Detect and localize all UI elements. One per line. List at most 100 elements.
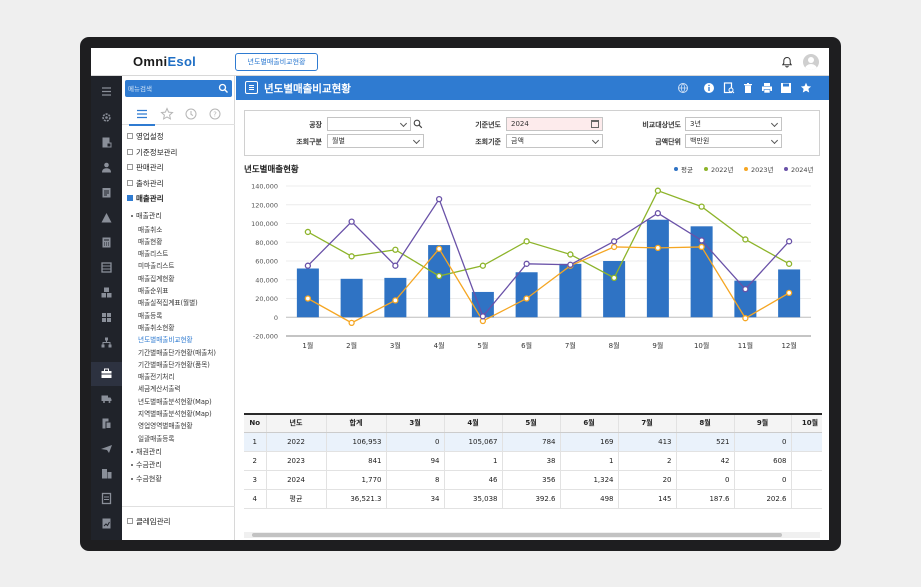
column-header[interactable]: No (244, 413, 267, 433)
bar[interactable] (515, 272, 538, 318)
menu-subitem[interactable]: 기간별매출단가현황(품목) (138, 360, 210, 369)
column-header[interactable]: 년도 (266, 413, 327, 433)
bar[interactable] (559, 263, 582, 318)
menu-subgroup[interactable]: 매출관리 (131, 211, 162, 221)
data-point[interactable] (654, 244, 662, 252)
data-point[interactable] (348, 253, 355, 260)
info-icon[interactable] (703, 82, 715, 94)
building-icon[interactable] (100, 211, 113, 224)
search-icon[interactable] (413, 119, 423, 129)
calculator-icon[interactable] (100, 236, 113, 249)
receipt-icon[interactable] (100, 417, 113, 430)
bar[interactable] (296, 268, 319, 318)
basis-select[interactable]: 금액 (506, 134, 603, 148)
data-point[interactable] (348, 218, 355, 225)
storage-icon[interactable] (100, 261, 113, 274)
legend-item[interactable]: 2022년 (704, 164, 734, 174)
data-point[interactable] (610, 274, 618, 282)
data-point[interactable] (785, 260, 793, 267)
menu-subitem[interactable]: 미마출리스트 (138, 262, 175, 271)
search-icon[interactable] (218, 83, 229, 94)
gear-icon[interactable] (100, 111, 113, 124)
column-header[interactable]: 3월 (386, 413, 445, 433)
menu-subitem[interactable]: 영업영역별매출현황 (138, 422, 193, 431)
calendar-icon[interactable] (591, 120, 599, 128)
data-point[interactable] (610, 238, 618, 245)
invoice-icon[interactable] (100, 492, 113, 505)
document-icon[interactable] (100, 136, 113, 149)
data-point[interactable] (435, 245, 443, 252)
menu-item[interactable]: 판매관리 (127, 162, 164, 173)
bar[interactable] (340, 278, 363, 318)
menu-item[interactable]: 영업설정 (127, 131, 164, 142)
table-row[interactable]: 3 2024 1,770 8 46 356 1,324 20 0 0 (244, 470, 822, 490)
data-point[interactable] (785, 238, 793, 245)
menu-subgroup[interactable]: 수금현황 (131, 474, 162, 484)
menu-item[interactable]: 기준정보관리 (127, 147, 177, 158)
data-point[interactable] (304, 262, 312, 269)
data-point[interactable] (742, 236, 749, 243)
column-header[interactable]: 4월 (444, 413, 503, 433)
data-point[interactable] (698, 243, 705, 251)
grid-icon[interactable] (100, 311, 113, 324)
data-point[interactable] (392, 262, 399, 269)
search-doc-icon[interactable] (723, 82, 735, 94)
menu-subitem[interactable]: 매출전기처리 (138, 373, 175, 382)
star-icon[interactable] (160, 107, 174, 121)
menu-item[interactable]: 출하관리 (127, 178, 164, 189)
menu-subitem[interactable]: 매출순위표 (138, 287, 169, 295)
column-header[interactable]: 10월 (791, 413, 822, 433)
menu-subitem[interactable]: 매출현황 (138, 237, 163, 246)
legend-item[interactable]: 2024년 (784, 164, 814, 174)
bar[interactable] (646, 219, 669, 318)
column-header[interactable]: 5월 (502, 413, 561, 433)
data-point[interactable] (698, 203, 705, 210)
column-header[interactable]: 합계 (326, 413, 387, 433)
menu-subitem[interactable]: 년도별매출분석현황(Map) (138, 397, 212, 406)
menu-subitem[interactable]: 매출리스트 (138, 250, 169, 259)
menu-subitem[interactable]: 매출실적집계표(월별) (138, 299, 198, 308)
data-point[interactable] (567, 261, 574, 268)
data-point[interactable] (567, 251, 574, 258)
data-point[interactable] (348, 319, 355, 327)
column-header[interactable]: 6월 (560, 413, 619, 433)
column-header[interactable]: 8월 (676, 413, 735, 433)
period-select[interactable]: 월별 (327, 134, 424, 148)
unit-select[interactable]: 백만원 (685, 134, 782, 148)
data-point[interactable] (610, 243, 618, 251)
tree-icon[interactable] (100, 336, 113, 349)
menu-item-claim[interactable]: 클레임관리 (127, 516, 171, 527)
menu-subitem[interactable]: 매출취소현황 (138, 323, 175, 332)
data-point[interactable] (523, 295, 530, 302)
data-point[interactable] (435, 272, 443, 280)
data-point[interactable] (654, 210, 662, 217)
scrollbar-thumb[interactable] (252, 533, 782, 537)
buildings-icon[interactable] (100, 467, 113, 480)
report-icon[interactable] (100, 517, 113, 530)
data-point[interactable] (392, 246, 399, 253)
menu-subitem[interactable]: 지역별매출분석현황(Map) (138, 410, 212, 418)
column-header[interactable]: 9월 (734, 413, 792, 433)
boxes-icon[interactable] (100, 286, 113, 299)
legend-item[interactable]: 2023년 (744, 164, 774, 174)
data-point[interactable] (785, 289, 793, 297)
plane-icon[interactable] (100, 442, 113, 455)
compare-year-select[interactable]: 3년 (685, 117, 782, 131)
data-point[interactable] (479, 262, 487, 269)
list-icon[interactable] (129, 107, 155, 126)
bar[interactable] (603, 261, 626, 318)
menu-subitem[interactable]: 매출취소 (138, 225, 163, 234)
star-icon[interactable] (800, 82, 812, 94)
data-point[interactable] (523, 238, 530, 245)
data-point[interactable] (742, 315, 749, 322)
open-tab-button[interactable]: 년도별매출비교현황 (235, 53, 318, 71)
bar[interactable] (428, 245, 451, 318)
data-point[interactable] (479, 313, 487, 320)
clipboard-icon[interactable] (100, 186, 113, 199)
data-point[interactable] (742, 285, 749, 293)
data-point[interactable] (392, 297, 399, 304)
table-row[interactable]: 2 2023 841 94 1 38 1 2 42 608 (244, 451, 822, 471)
truck-icon[interactable] (100, 392, 113, 405)
legend-item[interactable]: 평균 (674, 164, 693, 174)
data-point[interactable] (304, 228, 312, 236)
